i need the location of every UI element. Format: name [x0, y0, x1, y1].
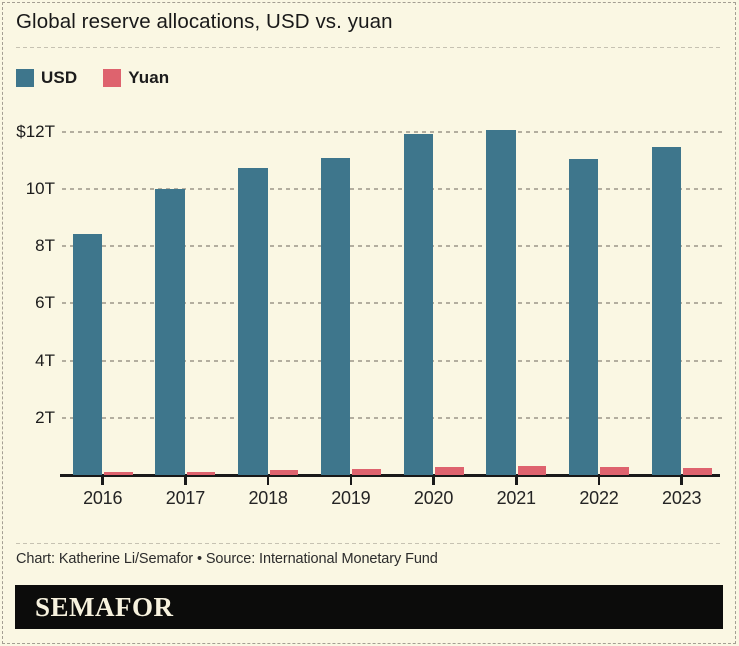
usd-bar — [72, 234, 103, 475]
usd-bar — [403, 134, 434, 475]
yuan-legend-swatch — [103, 69, 122, 87]
yuan-bar — [186, 471, 216, 475]
y-axis-label: $12T — [16, 121, 55, 141]
x-axis-tick — [597, 477, 601, 485]
x-axis-label: 2019 — [331, 488, 371, 508]
x-axis-label: 2017 — [165, 488, 206, 508]
brand-bar: SEMAFOR — [15, 585, 723, 629]
y-axis-label: 2T — [35, 407, 55, 427]
usd-bar — [486, 130, 516, 475]
x-axis-label: 2021 — [496, 488, 536, 508]
title-separator — [16, 47, 722, 48]
legend-item-usd: USD — [16, 68, 77, 88]
y-gridline — [62, 130, 722, 133]
yuan-bar — [435, 467, 464, 475]
x-axis-tick — [266, 477, 270, 485]
y-gridline — [62, 245, 722, 248]
y-axis-label: 6T — [35, 293, 55, 313]
footer-separator — [16, 543, 722, 544]
usd-bar — [651, 146, 682, 475]
x-axis-label: 2020 — [413, 488, 454, 508]
usd-bar — [320, 157, 351, 475]
x-axis-tick — [680, 477, 683, 485]
usd-bar — [238, 168, 268, 475]
x-axis-label: 2022 — [579, 488, 619, 508]
chart-title: Global reserve allocations, USD vs. yuan — [16, 10, 393, 33]
y-gridline — [62, 359, 722, 362]
usd-legend-swatch — [16, 69, 34, 87]
legend-label-yuan: Yuan — [128, 68, 170, 87]
yuan-bar — [104, 472, 133, 475]
y-axis-label: 8T — [35, 236, 55, 256]
usd-bar — [155, 189, 185, 475]
x-axis-tick — [515, 477, 518, 485]
legend: USD Yuan — [16, 68, 169, 88]
x-axis-tick — [432, 477, 435, 485]
y-axis-label: 4T — [35, 350, 55, 370]
yuan-bar — [683, 468, 712, 475]
semafor-logo: SEMAFOR — [35, 591, 174, 622]
y-gridline — [62, 302, 722, 305]
x-axis-tick — [349, 477, 353, 485]
y-axis-label: 10T — [25, 179, 55, 198]
x-axis-line — [60, 474, 720, 477]
yuan-bar — [517, 465, 547, 475]
legend-item-yuan: Yuan — [103, 68, 169, 88]
x-axis-tick — [101, 477, 104, 485]
x-axis-tick — [184, 477, 187, 485]
y-gridline — [62, 188, 722, 190]
yuan-bar — [269, 469, 299, 475]
y-gridline — [62, 416, 722, 419]
x-axis-label: 2023 — [662, 488, 702, 508]
credit-line: Chart: Katherine Li/Semafor • Source: In… — [16, 551, 438, 567]
usd-bar — [568, 158, 599, 475]
yuan-bar — [352, 468, 381, 475]
x-axis-label: 2018 — [248, 488, 288, 508]
legend-label-usd: USD — [41, 68, 78, 87]
yuan-bar — [600, 466, 629, 475]
x-axis-label: 2016 — [83, 488, 123, 508]
